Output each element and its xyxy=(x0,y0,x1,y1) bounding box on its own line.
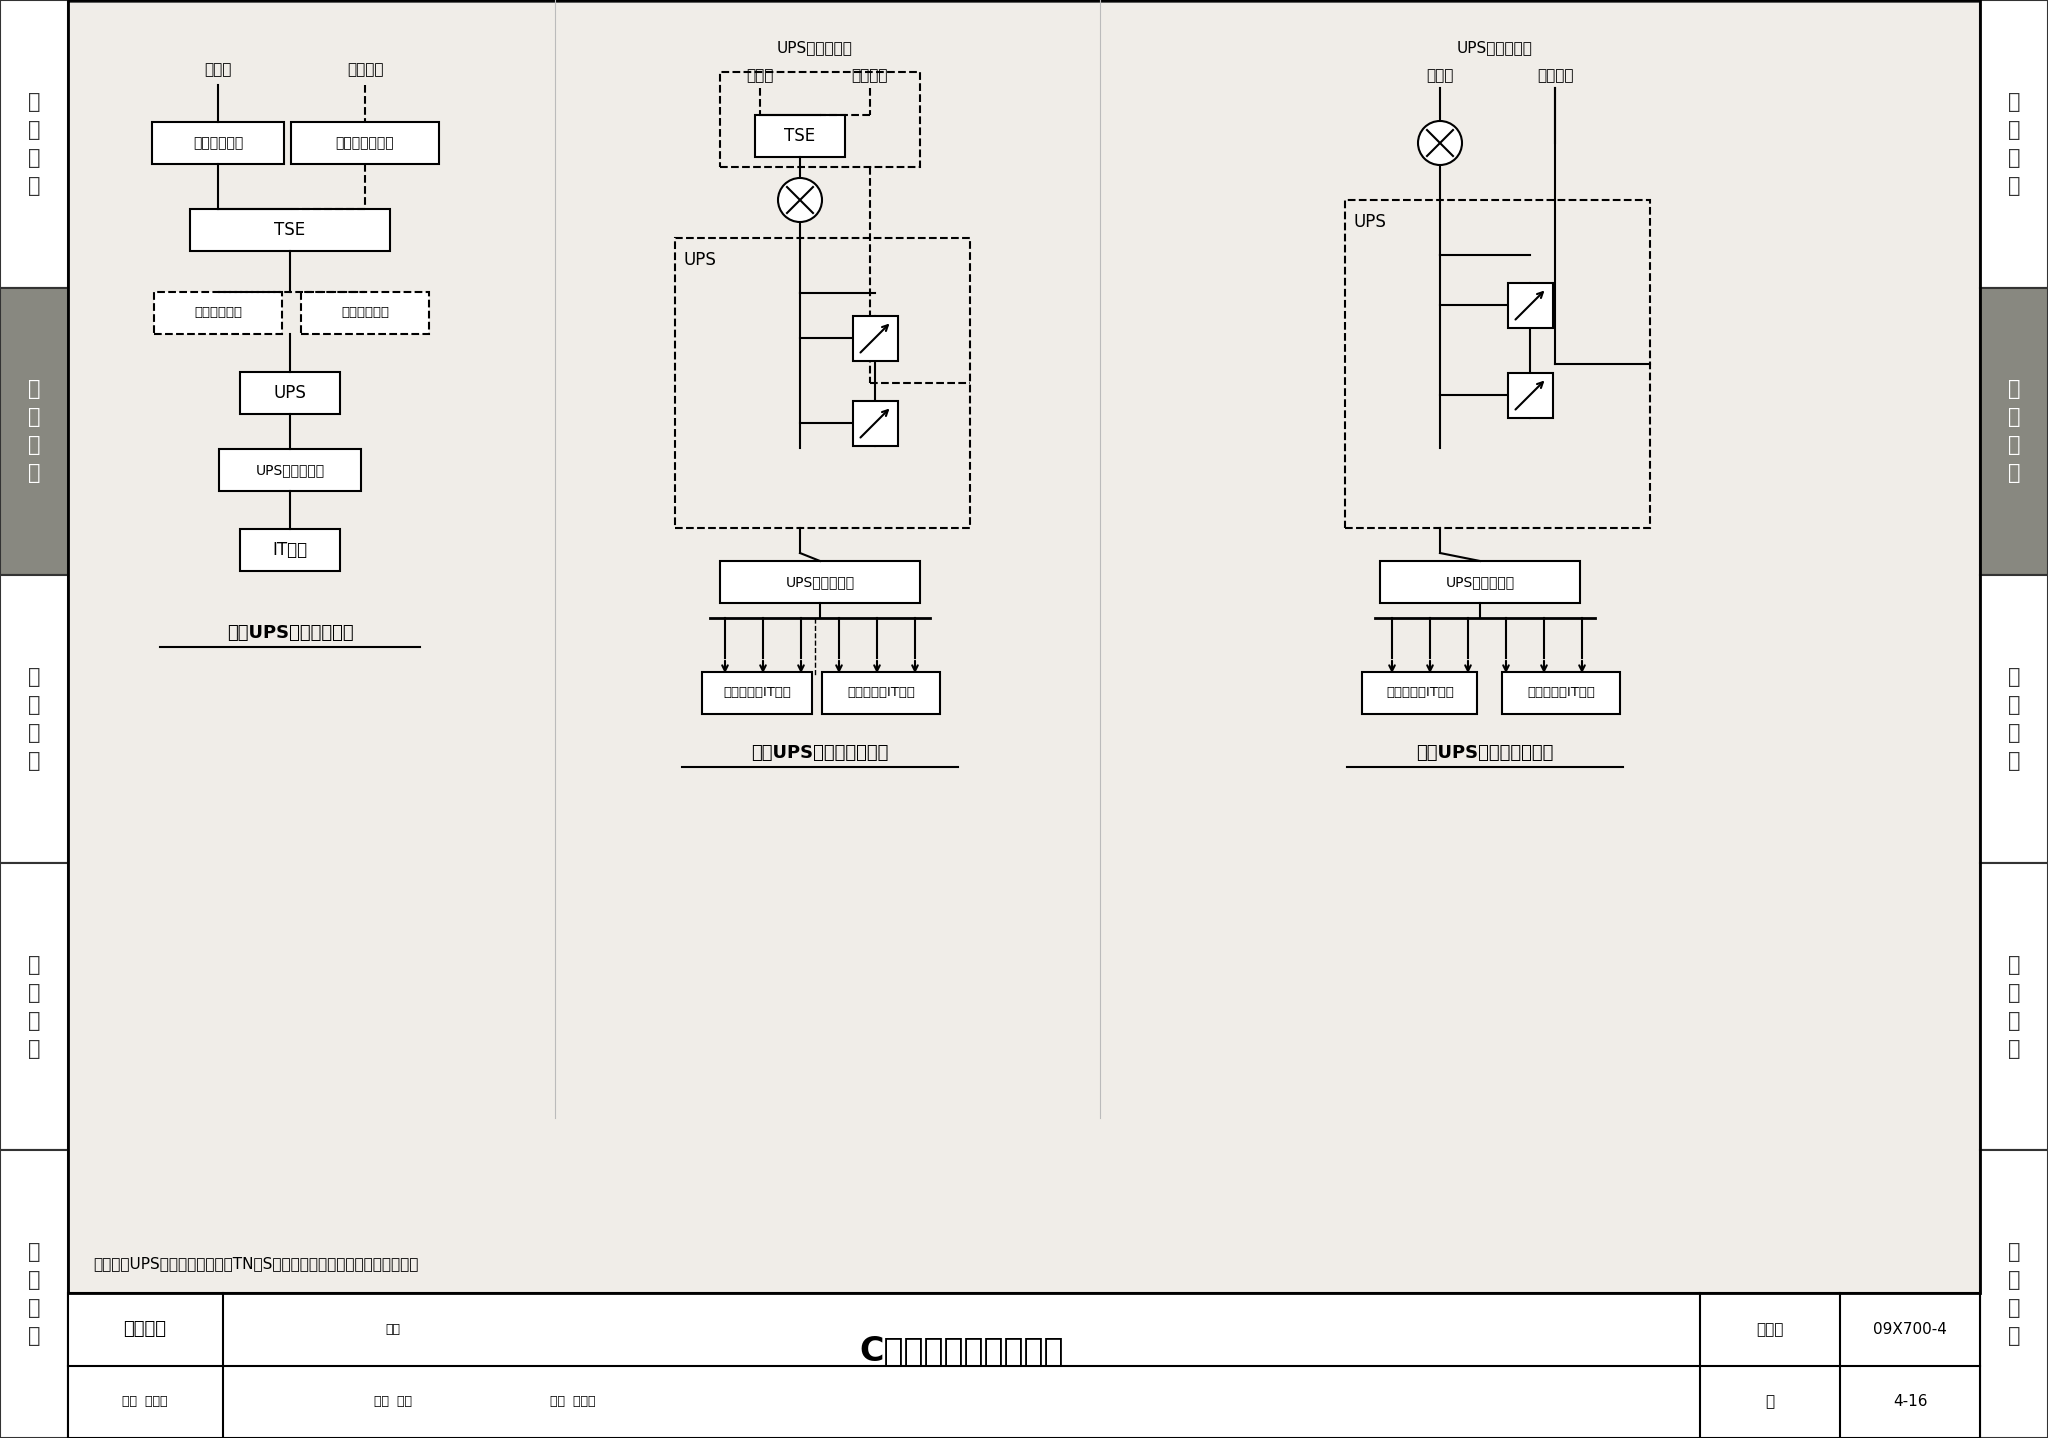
Bar xyxy=(68,0,1980,1293)
Text: 缆
线
敟
设: 缆 线 敟 设 xyxy=(29,667,41,771)
Text: TSE: TSE xyxy=(784,127,815,145)
Text: 双电源输入IT设备: 双电源输入IT设备 xyxy=(848,686,915,699)
Text: 注：按照UPS外部电源和配出为TN－S系统绘制。虚线部分为示例二接线。: 注：按照UPS外部电源和配出为TN－S系统绘制。虚线部分为示例二接线。 xyxy=(92,1255,418,1271)
Text: 供
电
电
源: 供 电 电 源 xyxy=(29,380,41,483)
Text: IT设备: IT设备 xyxy=(272,541,307,559)
Text: TSE: TSE xyxy=(274,221,305,239)
Text: 机
房
工
程: 机 房 工 程 xyxy=(2007,92,2019,196)
Bar xyxy=(0,575,68,863)
Bar xyxy=(1362,672,1477,715)
Text: 单电源输入IT设备: 单电源输入IT设备 xyxy=(723,686,791,699)
Bar xyxy=(702,672,811,715)
Bar xyxy=(721,72,920,167)
Bar xyxy=(1980,575,2048,863)
Circle shape xyxy=(1417,121,1462,165)
Text: 页: 页 xyxy=(1765,1395,1774,1409)
Bar xyxy=(291,122,438,164)
Bar xyxy=(152,122,285,164)
Bar xyxy=(0,1150,68,1438)
Text: 防
雷
接
地: 防 雷 接 地 xyxy=(2007,1242,2019,1346)
Bar xyxy=(1507,282,1552,328)
Bar xyxy=(676,239,971,528)
Bar xyxy=(68,1293,1980,1438)
Text: 接地方式转换: 接地方式转换 xyxy=(195,306,242,319)
Text: 制图: 制图 xyxy=(385,1323,401,1336)
Bar xyxy=(852,315,897,361)
Text: C级机房供电系统示例: C级机房供电系统示例 xyxy=(860,1334,1063,1368)
Bar xyxy=(0,288,68,575)
Text: 主电源: 主电源 xyxy=(205,62,231,78)
Text: UPS输出配电柜: UPS输出配电柜 xyxy=(1446,575,1516,590)
Text: 防
雷
接
地: 防 雷 接 地 xyxy=(29,1242,41,1346)
Text: 审核  钟景华: 审核 钟景华 xyxy=(123,1395,168,1408)
Text: 设
备
安
装: 设 备 安 装 xyxy=(29,955,41,1058)
Text: UPS接外部电源: UPS接外部电源 xyxy=(776,40,852,56)
Text: 备用电源配电柜: 备用电源配电柜 xyxy=(336,137,395,150)
Bar xyxy=(852,401,897,446)
Bar xyxy=(240,529,340,571)
Text: 09X700-4: 09X700-4 xyxy=(1874,1322,1948,1337)
Text: 主电源配电柜: 主电源配电柜 xyxy=(193,137,244,150)
Circle shape xyxy=(778,178,821,221)
Bar xyxy=(1507,372,1552,417)
Text: 图集号: 图集号 xyxy=(1757,1322,1784,1337)
Bar xyxy=(301,292,428,334)
Bar xyxy=(721,561,920,603)
Text: 缆
线
敟
设: 缆 线 敟 设 xyxy=(2007,667,2019,771)
Bar xyxy=(1980,1150,2048,1438)
Text: 机
房
工
程: 机 房 工 程 xyxy=(29,92,41,196)
Text: 单电源输入IT设备: 单电源输入IT设备 xyxy=(1386,686,1454,699)
Text: UPS输出配电柜: UPS输出配电柜 xyxy=(256,463,324,477)
Text: 设
备
安
装: 设 备 安 装 xyxy=(2007,955,2019,1058)
Text: UPS: UPS xyxy=(274,384,307,403)
Bar xyxy=(0,0,68,288)
Text: UPS: UPS xyxy=(684,252,717,269)
Text: 供电电源: 供电电源 xyxy=(123,1320,166,1339)
Text: 单台UPS供电系统框图: 单台UPS供电系统框图 xyxy=(227,624,354,641)
Text: 备用电源: 备用电源 xyxy=(346,62,383,78)
Bar xyxy=(1380,561,1579,603)
Bar xyxy=(190,209,389,252)
Text: 4-16: 4-16 xyxy=(1892,1395,1927,1409)
Text: 校对  孙兰: 校对 孙兰 xyxy=(375,1395,412,1408)
Bar xyxy=(219,449,360,490)
Text: 单台UPS供电系统示例一: 单台UPS供电系统示例一 xyxy=(752,743,889,762)
Bar xyxy=(154,292,283,334)
Bar xyxy=(1501,672,1620,715)
Text: 单台UPS供电系统示例二: 单台UPS供电系统示例二 xyxy=(1417,743,1554,762)
Text: UPS输出配电柜: UPS输出配电柜 xyxy=(786,575,854,590)
Text: 接地方式转换: 接地方式转换 xyxy=(342,306,389,319)
Text: 双电源输入IT设备: 双电源输入IT设备 xyxy=(1528,686,1595,699)
Text: 供
电
电
源: 供 电 电 源 xyxy=(2007,380,2019,483)
Bar xyxy=(1980,863,2048,1150)
Text: 旁路电源: 旁路电源 xyxy=(1536,69,1573,83)
Text: 主电源: 主电源 xyxy=(745,69,774,83)
Bar xyxy=(240,372,340,414)
Bar xyxy=(0,863,68,1150)
Bar xyxy=(821,672,940,715)
Text: UPS: UPS xyxy=(1354,213,1386,232)
Text: UPS接外部电源: UPS接外部电源 xyxy=(1456,40,1534,56)
Text: 设计  李道本: 设计 李道本 xyxy=(551,1395,596,1408)
Bar xyxy=(756,115,846,157)
Bar xyxy=(1980,0,2048,288)
Bar xyxy=(1346,200,1651,528)
Text: 备用电源: 备用电源 xyxy=(852,69,889,83)
Bar xyxy=(1980,288,2048,575)
Text: 主电源: 主电源 xyxy=(1425,69,1454,83)
